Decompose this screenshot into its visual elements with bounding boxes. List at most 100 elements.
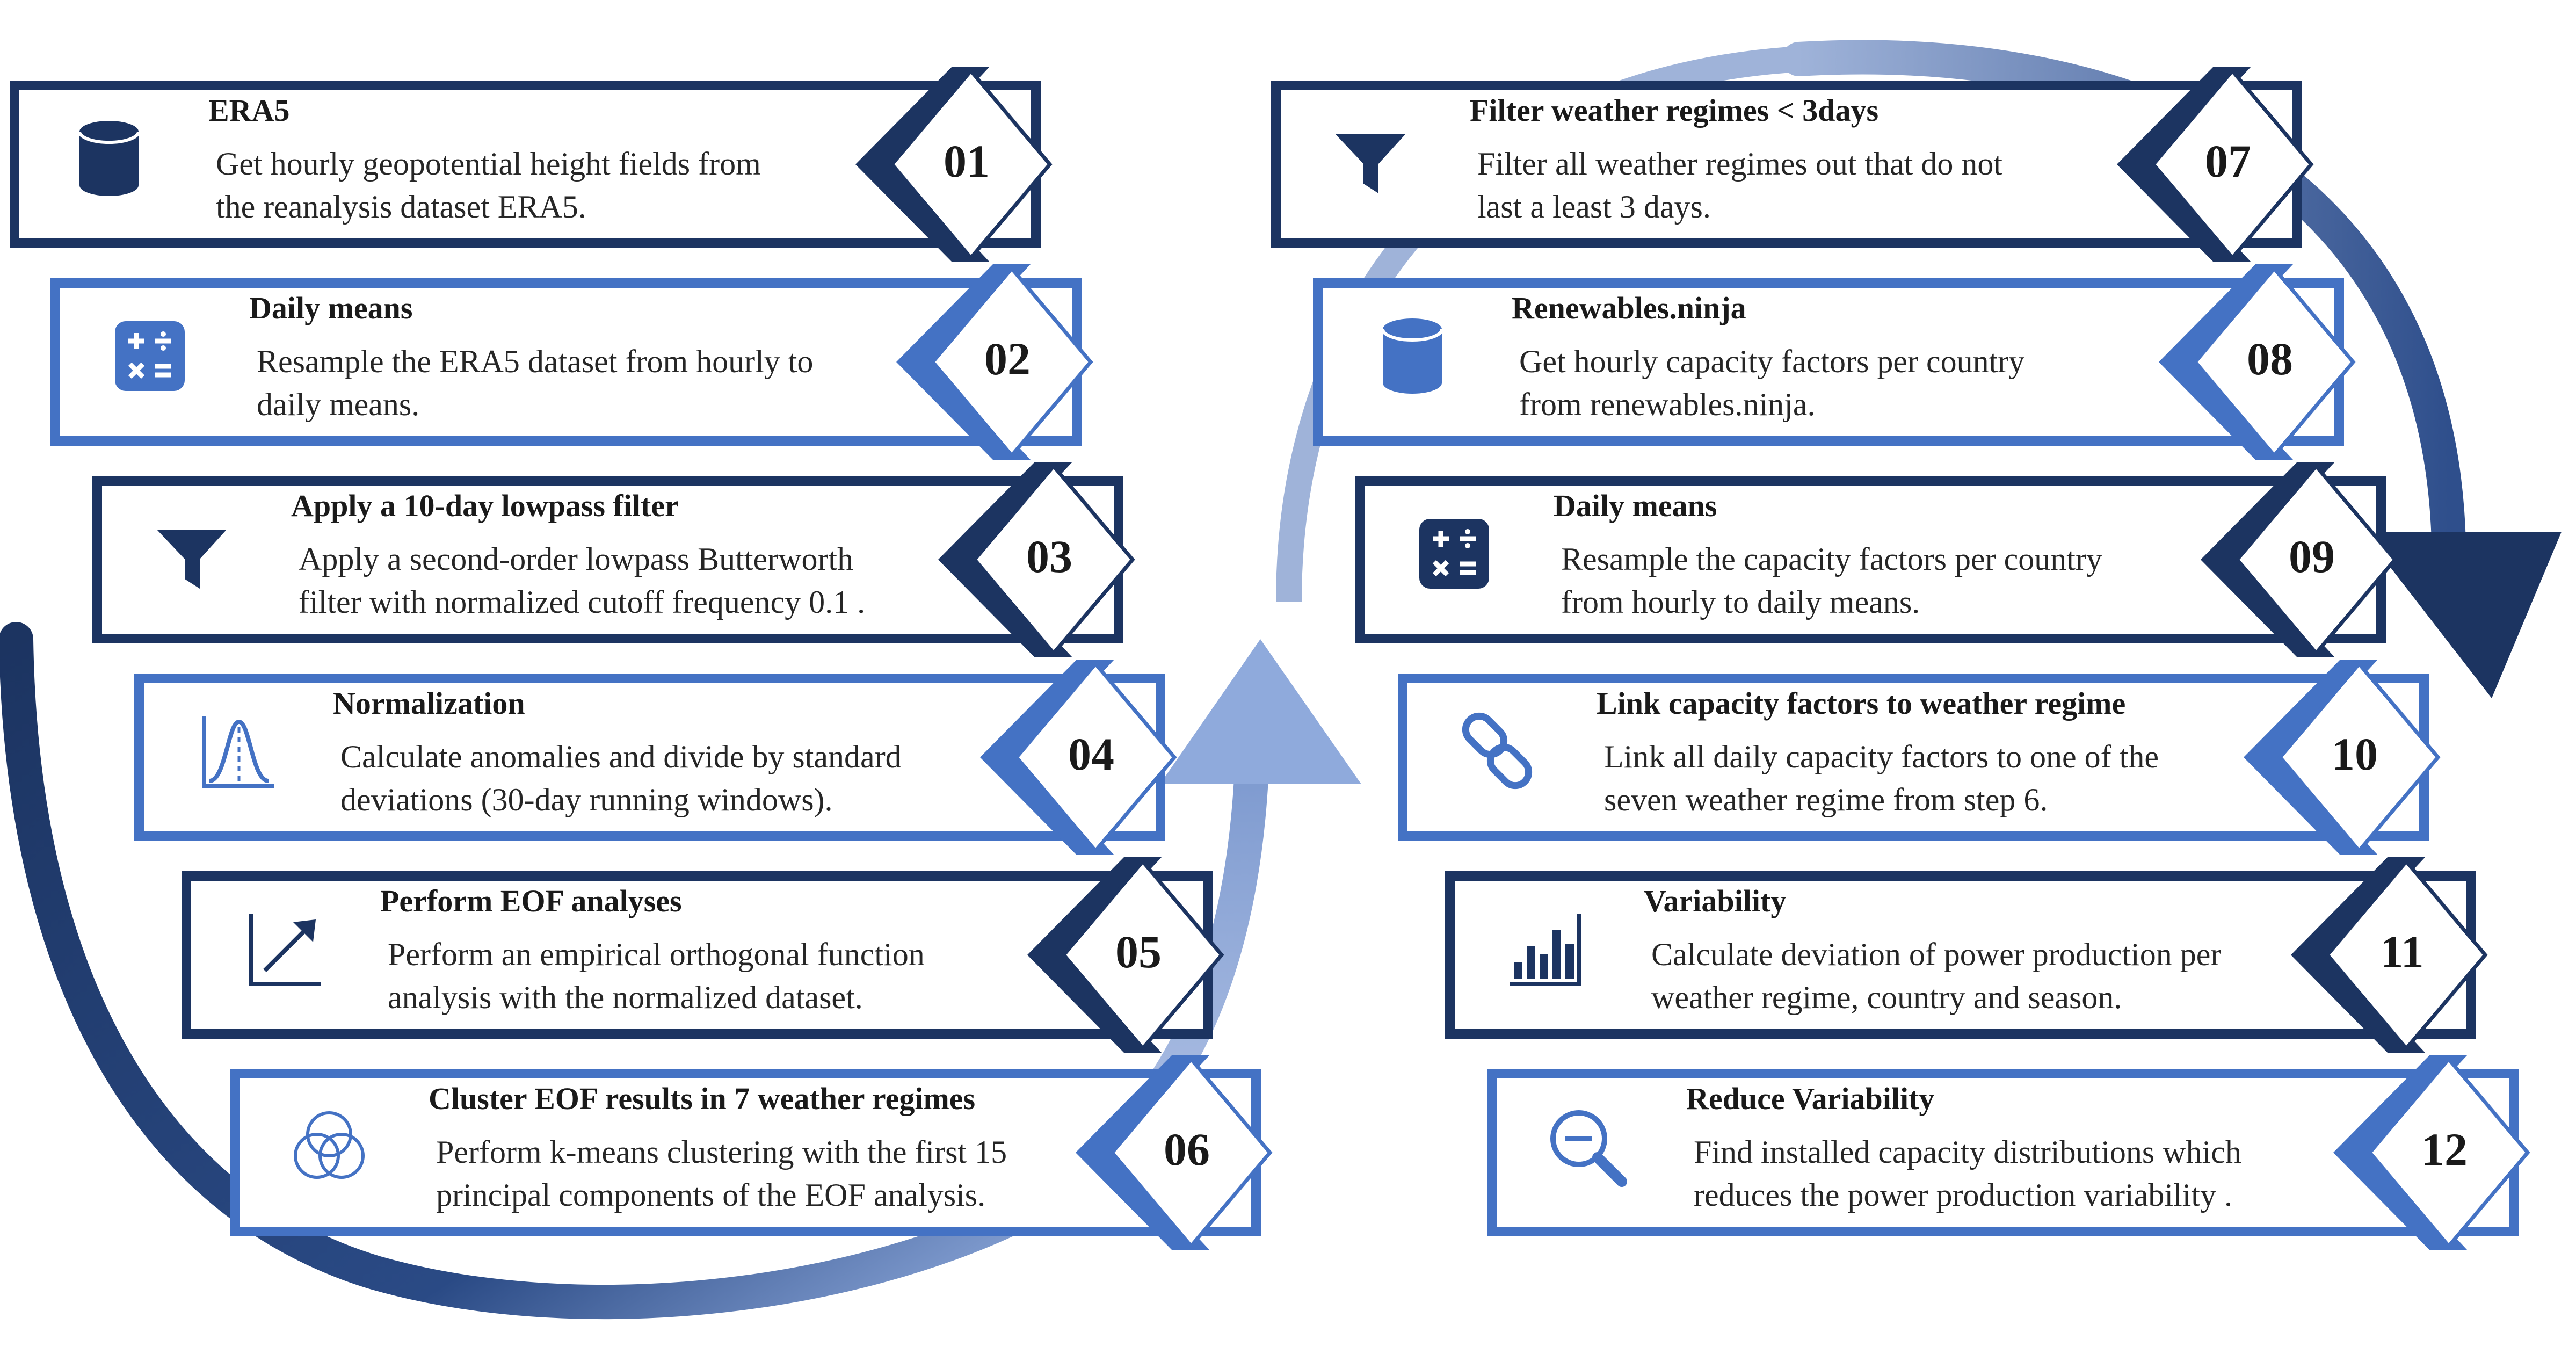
step-description: Perform an empirical orthogonal function… xyxy=(388,933,1097,1019)
step-card xyxy=(134,674,1165,841)
step-title: Perform EOF analyses xyxy=(380,884,682,918)
description-line: from hourly to daily means. xyxy=(1561,584,1920,620)
database-icon xyxy=(78,121,140,196)
description-line: principal components of the EOF analysis… xyxy=(436,1177,986,1213)
step-badge xyxy=(1027,857,1224,1053)
step-description: Calculate deviation of power production … xyxy=(1651,933,2360,1019)
trend-arrow-icon xyxy=(249,914,321,986)
step-number: 04 xyxy=(1068,728,1114,780)
step-description: Link all daily capacity factors to one o… xyxy=(1604,735,2313,821)
step-title: Link capacity factors to weather regime xyxy=(1597,686,2126,721)
description-line: Perform an empirical orthogonal function xyxy=(388,937,925,972)
step-badge xyxy=(1076,1055,1273,1250)
description-line: Find installed capacity distributions wh… xyxy=(1694,1134,2241,1170)
step-10: Link capacity factors to weather regime L… xyxy=(1398,660,2441,855)
step-title: Apply a 10-day lowpass filter xyxy=(291,488,679,523)
left-cycle-arc xyxy=(0,622,1037,1320)
step-title: Reduce Variability xyxy=(1686,1081,1935,1116)
calculator-icon xyxy=(115,321,185,391)
step-03: Apply a 10-day lowpass filter Apply a sec… xyxy=(92,462,1135,657)
step-04: Normalization Calculate anomalies and div… xyxy=(134,660,1177,855)
step-title: Renewables.ninja xyxy=(1512,291,1746,325)
step-description: Resample the ERA5 dataset from hourly to… xyxy=(257,340,966,426)
description-line: Link all daily capacity factors to one o… xyxy=(1604,739,2159,774)
step-title: Variability xyxy=(1644,884,1787,918)
description-line: Filter all weather regimes out that do n… xyxy=(1477,146,2003,182)
step-07: Filter weather regimes < 3days Filter all… xyxy=(1271,67,2314,262)
chain-link-icon xyxy=(1462,712,1533,790)
description-line: seven weather regime from step 6. xyxy=(1604,782,2048,817)
description-line: Calculate anomalies and divide by standa… xyxy=(340,739,902,774)
description-line: the reanalysis dataset ERA5. xyxy=(216,189,586,225)
step-badge xyxy=(2244,660,2441,855)
step-number: 10 xyxy=(2332,728,2378,780)
description-line: Resample the capacity factors per countr… xyxy=(1561,541,2102,577)
step-description: Resample the capacity factors per countr… xyxy=(1561,538,2270,624)
step-title: Filter weather regimes < 3days xyxy=(1470,93,1879,128)
upward-arrowhead xyxy=(1160,639,1361,784)
venn-circles-icon xyxy=(294,1111,365,1179)
step-description: Filter all weather regimes out that do n… xyxy=(1477,142,2186,228)
description-line: analysis with the normalized dataset. xyxy=(388,980,863,1015)
step-badge xyxy=(980,660,1177,855)
step-description: Calculate anomalies and divide by standa… xyxy=(340,735,1049,821)
step-badge xyxy=(855,67,1053,262)
step-number: 02 xyxy=(984,333,1031,385)
description-line: reduces the power production variability… xyxy=(1694,1177,2233,1213)
description-line: Get hourly geopotential height fields fr… xyxy=(216,146,761,182)
step-description: Find installed capacity distributions wh… xyxy=(1694,1131,2403,1217)
step-badge xyxy=(938,462,1135,657)
bell-curve-icon xyxy=(202,716,274,788)
step-number: 08 xyxy=(2247,333,2293,385)
description-line: Perform k-means clustering with the firs… xyxy=(436,1134,1007,1170)
step-badge xyxy=(2333,1055,2530,1250)
step-description: Apply a second-order lowpass Butterworth… xyxy=(299,538,1007,624)
funnel-icon xyxy=(157,530,227,589)
step-number: 12 xyxy=(2421,1124,2468,1175)
step-badge xyxy=(2201,462,2398,657)
description-line: daily means. xyxy=(257,387,420,422)
description-line: weather regime, country and season. xyxy=(1651,980,2122,1015)
funnel-icon xyxy=(1336,134,1405,193)
step-title: Daily means xyxy=(1554,488,1717,523)
step-02: Daily means Resample the ERA5 dataset fro… xyxy=(50,264,1093,460)
step-title: Normalization xyxy=(333,686,525,721)
step-title: Cluster EOF results in 7 weather regimes xyxy=(429,1081,976,1116)
step-05: Perform EOF analyses Perform an empirical… xyxy=(182,857,1224,1053)
downward-arrowhead xyxy=(2363,532,2562,698)
description-line: Resample the ERA5 dataset from hourly to xyxy=(257,344,814,379)
step-title: Daily means xyxy=(249,291,413,325)
step-number: 07 xyxy=(2205,135,2251,187)
bar-chart-icon xyxy=(1510,914,1581,986)
step-01: ERA5 Get hourly geopotential height field… xyxy=(10,67,1053,262)
step-06: Cluster EOF results in 7 weather regimes… xyxy=(230,1055,1273,1250)
step-badge xyxy=(896,264,1093,460)
step-number: 03 xyxy=(1026,531,1072,582)
step-11: Variability Calculate deviation of power … xyxy=(1445,857,2488,1053)
step-08: Renewables.ninja Get hourly capacity fact… xyxy=(1313,264,2356,460)
description-line: filter with normalized cutoff frequency … xyxy=(299,584,866,620)
step-number: 01 xyxy=(944,135,990,187)
step-description: Get hourly capacity factors per country f… xyxy=(1519,340,2228,426)
description-line: last a least 3 days. xyxy=(1477,189,1711,225)
magnifier-minus-icon xyxy=(1550,1110,1627,1187)
step-badge xyxy=(2291,857,2488,1053)
step-number: 11 xyxy=(2380,926,2424,978)
step-description: Perform k-means clustering with the firs… xyxy=(436,1131,1145,1217)
database-icon xyxy=(1381,318,1443,394)
description-line: Apply a second-order lowpass Butterworth xyxy=(299,541,854,577)
description-line: Get hourly capacity factors per country xyxy=(1519,344,2025,379)
step-number: 06 xyxy=(1164,1124,1210,1175)
calculator-icon xyxy=(1419,519,1489,589)
step-title: ERA5 xyxy=(208,93,290,128)
step-description: Get hourly geopotential height fields fr… xyxy=(216,142,925,228)
description-line: Calculate deviation of power production … xyxy=(1651,937,2222,972)
step-12: Reduce Variability Find installed capacit… xyxy=(1487,1055,2530,1250)
step-card xyxy=(230,1069,1261,1236)
description-line: deviations (30-day running windows). xyxy=(340,782,833,817)
step-badge xyxy=(2159,264,2356,460)
description-line: from renewables.ninja. xyxy=(1519,387,1816,422)
step-badge xyxy=(2117,67,2314,262)
step-09: Daily means Resample the capacity factors… xyxy=(1355,462,2398,657)
step-number: 05 xyxy=(1115,926,1162,978)
